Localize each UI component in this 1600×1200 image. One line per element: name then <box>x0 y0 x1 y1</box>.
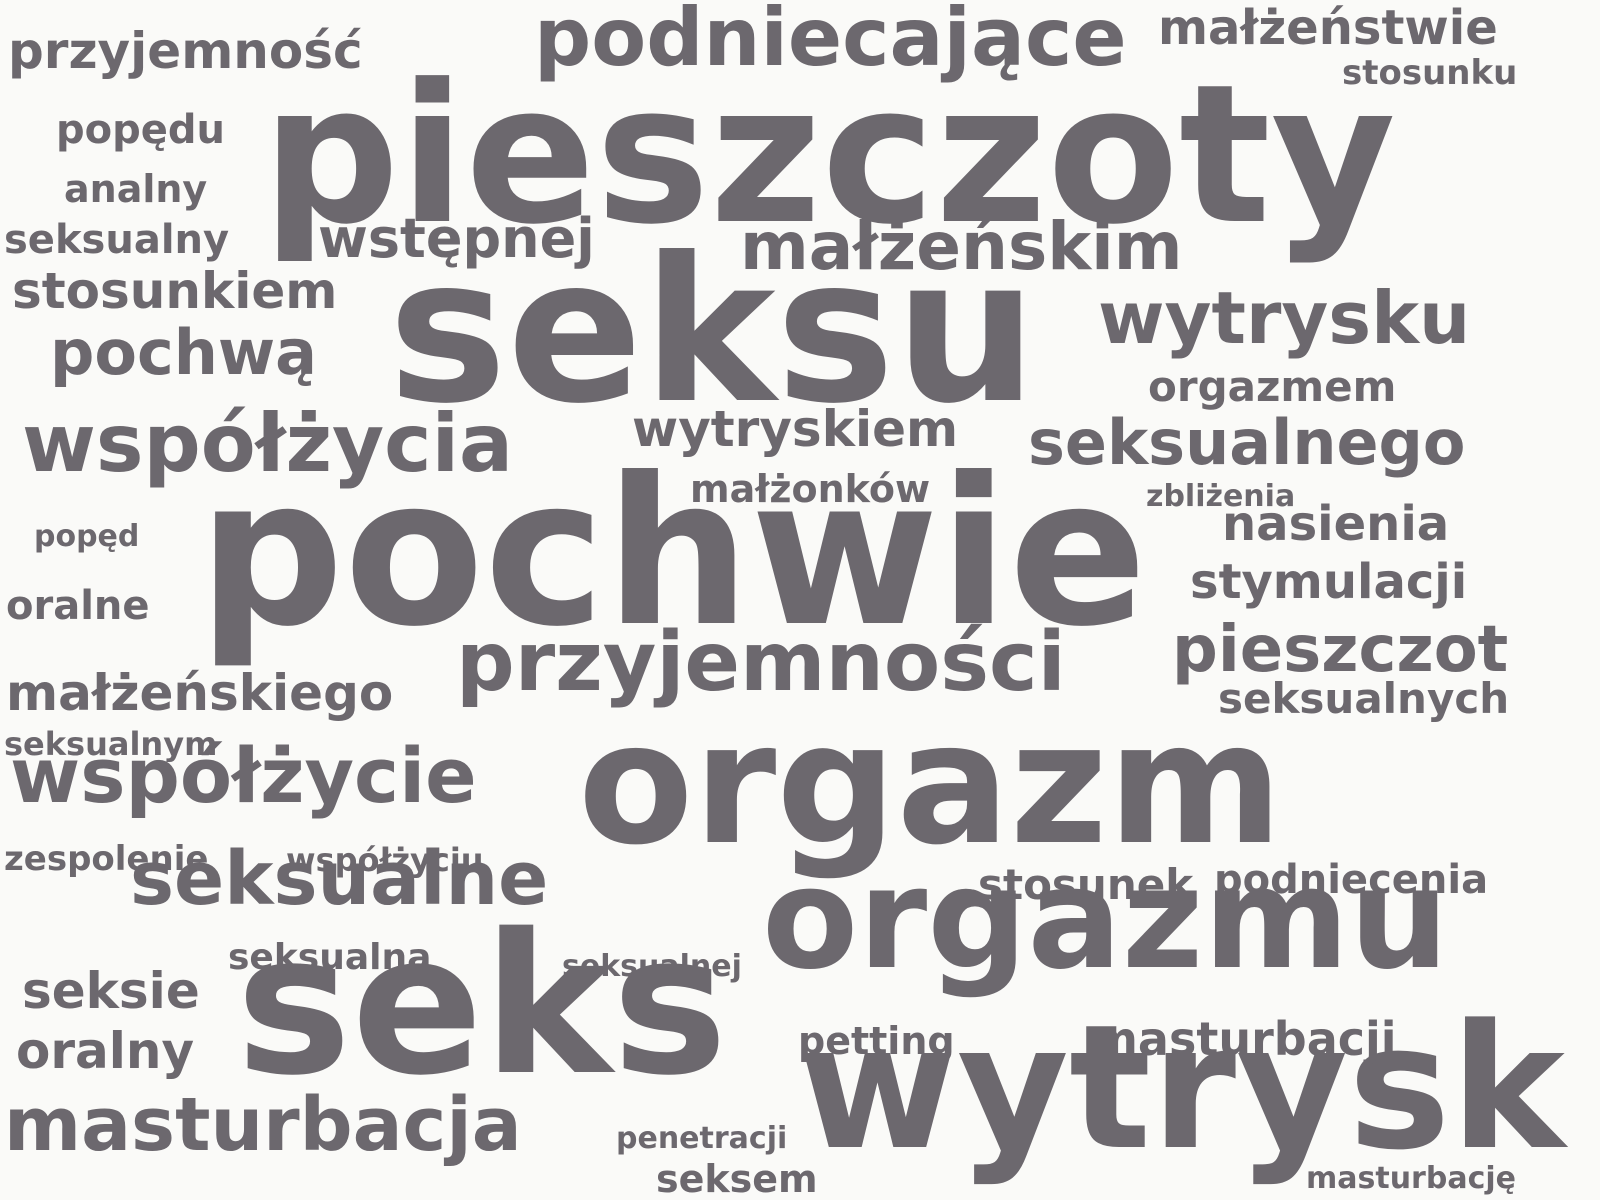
word-pieszczoty: pieszczoty <box>262 44 1396 267</box>
word-orgazm: orgazm <box>578 686 1283 882</box>
word-masturbacja: masturbacja <box>4 1082 522 1168</box>
word-seksualnym: seksualnym <box>4 725 218 763</box>
word-stosunku: stosunku <box>1342 53 1518 93</box>
word-orgazmem: orgazmem <box>1148 362 1397 411</box>
word-podniecajace: podniecające <box>534 0 1127 84</box>
word-przyjemnosc: przyjemność <box>8 22 363 80</box>
word-seksualnego: seksualnego <box>1028 406 1466 479</box>
word-analny: analny <box>64 167 208 211</box>
word-wspolzycia: współżycia <box>22 397 513 490</box>
word-malzenskiego: małżeńskiego <box>6 664 394 722</box>
word-seksu: seksu <box>388 215 1038 448</box>
word-zespolenie: zespolenie <box>4 839 209 879</box>
word-malzenstwie: małżeństwie <box>1158 0 1498 56</box>
word-pieszczot: pieszczot <box>1172 613 1509 687</box>
word-malzonkow: małżonków <box>690 467 931 511</box>
word-wytrysku: wytrysku <box>1098 276 1471 360</box>
word-seksualnej: seksualnej <box>562 949 742 984</box>
word-wytrysk: wytrysk <box>798 987 1565 1188</box>
word-przyjemnosci: przyjemności <box>456 615 1066 710</box>
word-poped: popęd <box>34 519 140 554</box>
word-wstepnej: wstępnej <box>318 207 595 270</box>
word-seksualnych: seksualnych <box>1218 674 1510 723</box>
word-popedu: popędu <box>56 107 225 153</box>
word-orgazmu: orgazmu <box>762 838 1449 1001</box>
word-seksualna: seksualną <box>228 937 432 978</box>
word-petting: petting <box>798 1019 955 1063</box>
word-zblizenia: zbliżenia <box>1146 479 1296 514</box>
word-malzenskim: małżeńskim <box>740 208 1183 285</box>
word-nasienia: nasienia <box>1222 496 1450 552</box>
word-podniecenia: podniecenia <box>1214 857 1489 903</box>
word-oralny: oralny <box>16 1022 195 1080</box>
word-seksem: seksem <box>656 1157 818 1200</box>
word-oralne: oralne <box>6 583 150 629</box>
word-masturbacje: masturbację <box>1306 1161 1516 1196</box>
word-stosunkiem: stosunkiem <box>12 262 338 320</box>
word-seksie: seksie <box>22 962 200 1020</box>
word-seks: seks <box>236 892 728 1118</box>
word-seksualne: seksualne <box>130 836 549 922</box>
word-seksualny: seksualny <box>4 217 230 263</box>
word-stymulacji: stymulacji <box>1190 554 1468 610</box>
word-masturbacji: masturbacji <box>1090 1012 1397 1066</box>
word-wspolzyciu: współżyciu <box>286 841 484 879</box>
word-wytryskiem: wytryskiem <box>632 400 959 458</box>
word-pochwie: pochwie <box>198 435 1148 672</box>
word-wspolzycie: współżycie <box>10 731 477 820</box>
word-pochwa: pochwą <box>50 316 317 389</box>
word-stosunek: stosunek <box>978 860 1194 909</box>
word-penetracji: penetracji <box>616 1121 788 1156</box>
